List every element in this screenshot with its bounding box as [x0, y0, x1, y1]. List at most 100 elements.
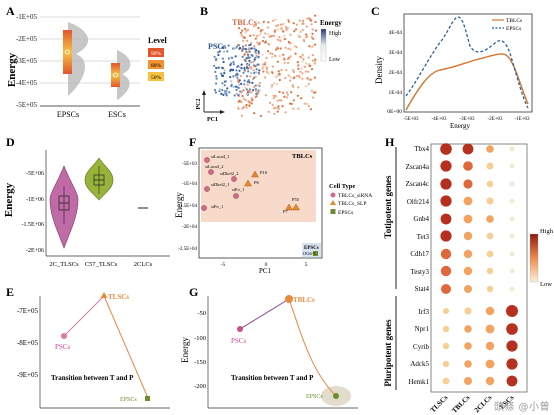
panel-b-colorbar-high: High	[329, 31, 341, 37]
panel-h-dot	[440, 178, 452, 190]
panel-f-xtick: 0	[265, 262, 268, 268]
panel-e-point-tlscs	[100, 292, 108, 298]
panel-b-point	[258, 81, 262, 85]
panel-h-legend-high: High	[540, 228, 554, 235]
panel-a-ylabel: Energy	[6, 52, 18, 87]
panel-b-point	[271, 103, 274, 106]
panel-b-point	[261, 39, 265, 43]
panel-b-point	[233, 94, 236, 97]
panel-c-ylabel: Density	[374, 56, 384, 84]
panel-b-point	[313, 76, 316, 79]
panel-b-point	[263, 76, 266, 79]
panel-f-legend-label: TBLCs_SLP	[338, 201, 366, 207]
panel-c-xtick: -2E+03	[487, 117, 503, 122]
panel-h-dot	[506, 358, 518, 370]
panel-b-point	[241, 107, 244, 110]
panel-b-point	[254, 75, 257, 78]
panel-g-ylabel: Energy	[180, 337, 190, 363]
panel-b-point	[268, 101, 272, 104]
panel-b-point	[250, 102, 253, 105]
panel-b-point	[271, 34, 274, 38]
panel-h-dot	[485, 324, 495, 334]
panel-b-point	[243, 27, 247, 30]
panel-b-point	[215, 57, 218, 61]
panel-b-point	[296, 94, 299, 97]
panel-f: F Energy -5E+03 -1E+04 -1.5E+04 -2E+04 -…	[174, 135, 372, 275]
panel-f-point	[285, 203, 293, 211]
panel-c-xtick: -4E+03	[431, 117, 447, 122]
panel-b-point	[287, 40, 290, 44]
panel-b-point	[253, 64, 256, 67]
panel-b-point	[261, 53, 264, 56]
panel-b-point	[294, 52, 297, 55]
panel-b-point	[252, 89, 255, 92]
panel-b-point	[248, 44, 251, 47]
panel-b-pc1-label: PC1	[207, 117, 218, 123]
panel-b-point	[253, 71, 256, 75]
panel-b-point	[232, 61, 235, 64]
panel-b-point	[252, 34, 255, 37]
panel-e-yticks: -7E+05 -8E+05 -9E+05	[17, 307, 39, 379]
panel-c-xticks: -5E+03 -4E+03 -3E+03 -2E+03 -1E+03	[403, 117, 530, 122]
panel-b-point	[274, 55, 277, 58]
panel-b-point	[241, 49, 244, 52]
panel-b-point	[245, 106, 248, 109]
panel-e-point-pscs	[61, 333, 67, 339]
panel-b-point	[227, 44, 230, 47]
panel-b-point	[235, 72, 239, 75]
panel-b-point	[257, 26, 260, 30]
panel-d-ytick: -5E+06	[26, 171, 44, 177]
panel-b-scatter	[213, 14, 318, 117]
panel-h-column-label: TBLCs	[450, 394, 471, 415]
panel-b-point	[237, 80, 240, 84]
panel-b-point	[292, 99, 295, 102]
panel-b-point	[285, 96, 289, 99]
panel-e-path-tlsc-epsc	[103, 295, 149, 399]
panel-b-point	[287, 74, 290, 77]
panel-b-point	[303, 65, 306, 68]
panel-b-point	[300, 97, 303, 100]
panel-c-curve-tblcs	[405, 53, 529, 111]
panel-h-gene-label: Tet3	[417, 233, 430, 241]
panel-b-point	[305, 85, 308, 88]
panel-b-point	[271, 52, 274, 56]
panel-a-ytick: -2E+05	[16, 35, 38, 43]
panel-f-xticks: -5 0 5	[221, 262, 308, 268]
panel-f-ytick: -5E+03	[182, 162, 198, 167]
panel-h-dot	[509, 233, 515, 239]
panel-b-point	[280, 99, 283, 102]
panel-b-point	[251, 99, 254, 102]
panel-f-point	[204, 157, 210, 163]
panel-b-point	[230, 85, 233, 88]
panel-b-point	[248, 89, 251, 92]
panel-b-point	[274, 106, 277, 109]
panel-h-dot	[486, 197, 494, 205]
panel-b-point	[271, 65, 275, 68]
panel-h-column-label: TLSCs	[429, 394, 450, 415]
panel-b-point	[294, 28, 298, 31]
panel-f-point-labels: siLaca4_1 siLaca4_2 siDkel2_2 siDkel2_1 …	[205, 154, 316, 256]
panel-f-legend-title: Cell Type	[329, 183, 355, 190]
panel-b-point	[284, 76, 287, 80]
panel-b-point	[239, 31, 242, 34]
panel-b-point	[253, 112, 256, 115]
panel-h-dot	[486, 250, 494, 258]
panel-c-ytick: 4E-04	[389, 30, 403, 36]
panel-b-point	[282, 53, 285, 56]
panel-b-point	[283, 38, 286, 41]
panel-h-dot	[464, 307, 472, 315]
panel-b-arrow-up-icon	[202, 90, 206, 95]
panel-b-point	[222, 50, 226, 53]
panel-h-gene-label: Adck5	[410, 360, 429, 368]
panel-b-point	[281, 105, 284, 108]
panel-f-points-sirna	[201, 157, 239, 211]
panel-b-point	[257, 50, 260, 53]
panel-h-gene-label: Zscan4c	[406, 180, 429, 188]
panel-h-dot	[485, 376, 495, 386]
panel-b-point	[236, 64, 239, 68]
panel-b-point	[242, 71, 245, 74]
panel-h-dot	[441, 284, 451, 294]
panel-b-point	[234, 74, 237, 77]
panel-c-legend-label: EPSCs	[506, 26, 521, 32]
panel-b-point	[279, 40, 282, 43]
